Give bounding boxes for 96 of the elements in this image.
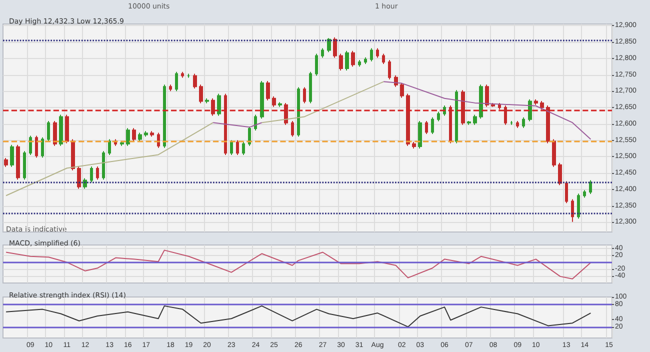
- candlestick: [90, 166, 93, 183]
- candlestick: [364, 56, 367, 64]
- candlestick: [516, 120, 519, 128]
- candlestick: [96, 166, 99, 180]
- candlestick: [163, 84, 166, 148]
- candlestick: [412, 141, 416, 149]
- candlestick: [461, 90, 465, 126]
- candlestick: [339, 53, 343, 72]
- candlestick: [455, 90, 458, 144]
- candlestick: [181, 71, 184, 78]
- candlestick: [29, 135, 32, 156]
- candlestick: [150, 130, 154, 138]
- line-series: [383, 81, 592, 140]
- candlestick: [169, 84, 172, 92]
- candlestick: [583, 190, 586, 198]
- candlestick: [534, 98, 538, 106]
- candlestick: [558, 162, 562, 186]
- candlestick: [16, 144, 20, 180]
- candlestick: [193, 73, 197, 90]
- candlestick: [333, 36, 337, 58]
- candlestick: [321, 48, 324, 58]
- candlestick: [278, 102, 282, 108]
- candlestick: [431, 116, 434, 135]
- candlestick: [132, 128, 136, 142]
- candlestick: [266, 80, 270, 101]
- candlestick: [522, 116, 525, 128]
- candlestick: [345, 50, 349, 72]
- candlestick: [157, 132, 160, 148]
- candlestick: [449, 105, 452, 144]
- candlestick: [504, 105, 507, 126]
- candlestick: [303, 86, 306, 104]
- candlestick: [297, 86, 300, 138]
- candlestick: [102, 150, 105, 180]
- candlestick: [284, 102, 288, 126]
- candlestick: [552, 138, 556, 168]
- candlestick: [546, 105, 550, 144]
- candlestick: [425, 120, 428, 135]
- candlestick: [418, 120, 422, 149]
- line-series: [6, 305, 592, 328]
- candlestick: [376, 48, 379, 58]
- candlestick: [53, 120, 57, 146]
- candlestick: [351, 50, 355, 68]
- candlestick: [571, 198, 574, 222]
- candlestick: [272, 96, 276, 108]
- candlestick: [254, 114, 257, 131]
- candlestick: [260, 80, 264, 120]
- candlestick: [540, 100, 544, 110]
- line-series: [6, 122, 214, 196]
- candlestick: [71, 138, 75, 171]
- candlestick: [230, 140, 233, 156]
- candlestick: [138, 132, 142, 142]
- candlestick: [108, 138, 111, 156]
- candlestick: [23, 150, 26, 180]
- candlestick: [248, 126, 251, 146]
- candlestick: [10, 144, 14, 168]
- candlestick: [485, 84, 489, 108]
- candlestick: [224, 93, 227, 156]
- candlestick: [199, 84, 203, 104]
- candlestick: [205, 98, 209, 104]
- candlestick: [498, 102, 501, 110]
- candlestick: [473, 114, 477, 126]
- candlestick: [358, 60, 361, 68]
- candlestick: [4, 157, 8, 168]
- candlestick: [83, 178, 87, 190]
- candlestick: [467, 120, 471, 126]
- line-series: [6, 250, 592, 280]
- candlestick: [65, 114, 69, 144]
- candlestick: [242, 141, 245, 156]
- candlestick: [211, 98, 215, 116]
- candlestick: [144, 130, 148, 138]
- candlestick: [291, 120, 294, 138]
- candlestick: [406, 93, 410, 146]
- candlestick: [47, 120, 50, 142]
- candlestick: [309, 71, 312, 104]
- candlestick: [382, 53, 385, 64]
- candlestick: [388, 60, 391, 80]
- candlestick: [479, 84, 483, 120]
- candlestick: [120, 141, 124, 146]
- candlestick: [217, 93, 221, 116]
- candlestick: [491, 102, 495, 108]
- candlestick: [35, 135, 38, 158]
- candlestick: [41, 136, 44, 158]
- candlestick: [437, 111, 440, 122]
- candlestick: [589, 180, 592, 195]
- candlestick: [327, 38, 331, 53]
- candlestick: [370, 48, 373, 62]
- candlestick: [315, 53, 318, 76]
- candlestick: [126, 128, 130, 146]
- candlestick: [175, 71, 178, 92]
- candlestick: [77, 166, 81, 190]
- candlestick: [528, 98, 532, 122]
- candlestick: [236, 140, 239, 156]
- candlestick: [59, 114, 63, 146]
- candlestick: [400, 82, 404, 98]
- candlestick: [577, 193, 580, 220]
- candlestick: [565, 180, 568, 204]
